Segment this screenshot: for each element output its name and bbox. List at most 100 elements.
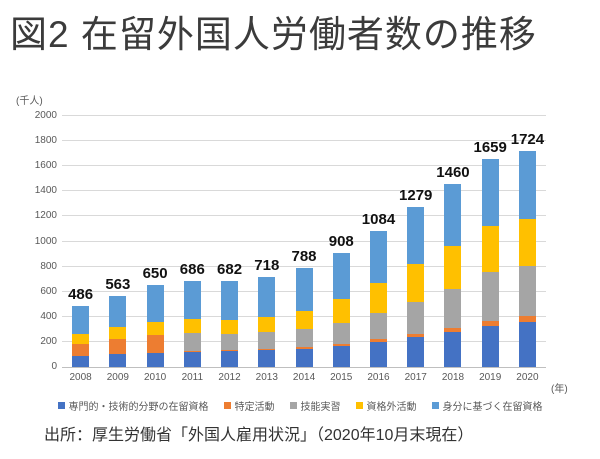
bar-2015: 908: [323, 116, 360, 367]
stacked-bar: [481, 158, 499, 367]
legend-swatch-icon: [57, 402, 65, 409]
bar-segment: [518, 265, 536, 317]
bar-segment: [295, 347, 313, 349]
stacked-bar: [146, 285, 164, 367]
bar-2014: 788: [285, 116, 322, 367]
legend-label: 専門的・技術的分野の在留資格: [68, 402, 209, 413]
bar-segment: [369, 312, 387, 340]
bar-segment: [258, 350, 276, 367]
bar-value-label: 686: [179, 260, 205, 278]
bar-segment: [369, 341, 387, 367]
bar-segment: [109, 326, 127, 340]
gridline: [62, 215, 546, 217]
bar-2016: 1084: [360, 116, 397, 367]
bar-segment: [407, 337, 425, 367]
bar-segment: [444, 245, 462, 290]
y-tick-label: 1800: [34, 135, 57, 147]
bar-segment: [146, 335, 164, 354]
y-axis-unit-label: (千人): [16, 96, 43, 107]
bar-value-label: 1460: [436, 163, 470, 181]
bar-2010: 650: [136, 116, 173, 367]
bar-segment: [258, 316, 276, 333]
bar-segment: [258, 276, 276, 317]
x-tick-label: 2019: [479, 372, 502, 383]
bar-segment: [146, 285, 164, 322]
bar-segment: [518, 219, 536, 266]
bar-2019: 1659: [472, 116, 509, 367]
stacked-bar: [444, 183, 462, 367]
bar-segment: [258, 349, 276, 351]
bar-2020: 1724: [509, 116, 546, 367]
bar-segment: [221, 333, 239, 351]
legend-item: 身分に基づく在留資格: [431, 398, 543, 413]
legend-item: 技能実習: [289, 398, 341, 413]
bar-segment: [183, 280, 201, 320]
legend-label: 資格外活動: [366, 402, 417, 413]
y-tick-label: 400: [40, 310, 57, 322]
bar-segment: [146, 321, 164, 336]
bar-segment: [72, 356, 90, 367]
gridline: [62, 115, 546, 116]
bar-segment: [146, 353, 164, 367]
bar-segment: [221, 350, 239, 352]
x-axis-unit-label: (年): [551, 384, 568, 395]
bar-segment: [407, 301, 425, 334]
bar-segment: [72, 306, 90, 335]
y-tick-label: 200: [40, 335, 57, 347]
bar-segment: [332, 253, 350, 300]
bar-segment: [332, 344, 350, 347]
bar-segment: [332, 323, 350, 345]
bar-value-label: 486: [68, 286, 94, 304]
y-tick-label: 1200: [34, 210, 57, 222]
bar-segment: [444, 183, 462, 246]
bar-value-label: 1724: [510, 130, 545, 148]
x-tick-label: 2014: [292, 372, 316, 383]
y-axis: 0 200 400 600 800 1000 1200 1400 1600 1800 2000: [0, 110, 57, 372]
bar-2008: 486: [62, 116, 99, 367]
bar-segment: [295, 310, 313, 330]
legend-label: 特定活動: [234, 402, 275, 413]
bar-segment: [481, 225, 499, 273]
bar-segment: [183, 351, 201, 367]
x-tick-label: 2013: [255, 372, 278, 383]
stacked-bar: [258, 276, 276, 367]
bar-segment: [332, 299, 350, 324]
x-tick-label: 2015: [330, 372, 353, 383]
y-tick-label: 1000: [34, 235, 57, 247]
source-note: 出所：厚生労働省「外国人雇用状況」（2020年10月末現在）: [44, 427, 474, 444]
stacked-bar: [72, 306, 90, 367]
legend: 専門的・技術的分野の在留資格 特定活動 技能実習 資格外活動 身分に基づく在留資格: [0, 398, 600, 413]
y-tick-label: 800: [40, 260, 57, 272]
bar-segment: [481, 320, 499, 326]
bar-value-label: 1084: [361, 210, 396, 228]
bar-segment: [221, 320, 239, 334]
bar-segment: [407, 333, 425, 338]
bar-segment: [109, 296, 127, 327]
bar-segment: [518, 150, 536, 220]
x-tick-label: 2012: [218, 372, 241, 383]
bar-2013: 718: [248, 116, 285, 367]
x-tick-label: 2008: [69, 372, 92, 383]
bar-segment: [109, 339, 127, 355]
bar-2012: 682: [211, 116, 248, 367]
bar-segment: [295, 348, 313, 367]
y-tick-label: 1600: [34, 160, 57, 172]
bar-segment: [221, 351, 239, 367]
chart-title: 図2 在留外国人労働者数の推移: [10, 14, 537, 55]
bar-segment: [183, 319, 201, 333]
legend-swatch-icon: [223, 402, 231, 409]
bar-2018: 1460: [434, 116, 471, 367]
bar-segment: [444, 289, 462, 328]
gridline: [62, 240, 546, 242]
bar-segment: [258, 332, 276, 350]
x-tick-label: 2018: [441, 372, 465, 383]
bar-value-label: 1659: [473, 138, 507, 156]
bar-value-label: 1279: [399, 186, 433, 204]
x-tick-label: 2017: [404, 372, 427, 383]
y-tick-label: 1400: [34, 185, 57, 197]
legend-swatch-icon: [289, 402, 297, 409]
bar-segment: [481, 325, 499, 367]
stacked-bar: [221, 281, 239, 367]
bar-segment: [72, 344, 90, 357]
